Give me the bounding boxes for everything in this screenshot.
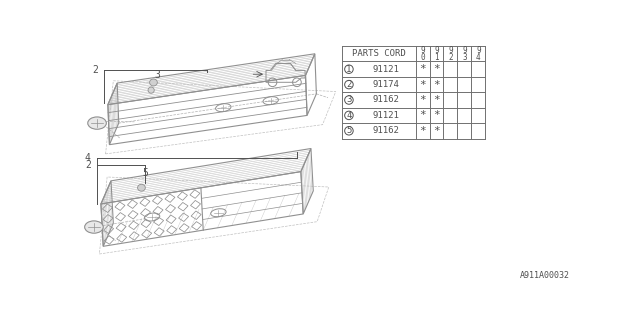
Text: PARTS CORD: PARTS CORD [352, 49, 406, 58]
Text: 3: 3 [462, 53, 467, 62]
Text: *: * [419, 80, 426, 90]
Text: 91174: 91174 [372, 80, 399, 89]
Ellipse shape [148, 87, 154, 93]
Text: *: * [433, 64, 440, 74]
Text: 4: 4 [85, 153, 91, 163]
Ellipse shape [88, 117, 106, 129]
Text: *: * [433, 80, 440, 90]
Text: *: * [419, 110, 426, 120]
Text: 1: 1 [434, 53, 439, 62]
Text: 0: 0 [420, 53, 425, 62]
Text: 2: 2 [92, 65, 98, 75]
Text: 9: 9 [448, 46, 452, 55]
Text: 4: 4 [346, 111, 351, 120]
Ellipse shape [150, 79, 157, 86]
Text: 91162: 91162 [372, 126, 399, 135]
Text: 2: 2 [346, 80, 351, 89]
Text: *: * [433, 95, 440, 105]
Text: 5: 5 [346, 126, 351, 135]
Text: *: * [433, 110, 440, 120]
Text: A911A00032: A911A00032 [520, 271, 570, 280]
Text: 91162: 91162 [372, 95, 399, 105]
Text: 3: 3 [346, 95, 351, 105]
Text: 2: 2 [448, 53, 452, 62]
Text: 9: 9 [476, 46, 481, 55]
Text: *: * [419, 126, 426, 136]
Text: 1: 1 [346, 65, 351, 74]
Text: 91121: 91121 [372, 111, 399, 120]
Text: 9: 9 [420, 46, 425, 55]
Text: 5: 5 [142, 169, 148, 179]
Ellipse shape [138, 184, 145, 191]
Text: *: * [433, 126, 440, 136]
Text: 9: 9 [462, 46, 467, 55]
Text: 2: 2 [85, 160, 91, 171]
Text: 91121: 91121 [372, 65, 399, 74]
Text: 9: 9 [434, 46, 439, 55]
Text: 3: 3 [154, 70, 160, 80]
Text: 4: 4 [476, 53, 481, 62]
Ellipse shape [84, 221, 103, 233]
Text: *: * [419, 64, 426, 74]
Text: *: * [419, 95, 426, 105]
